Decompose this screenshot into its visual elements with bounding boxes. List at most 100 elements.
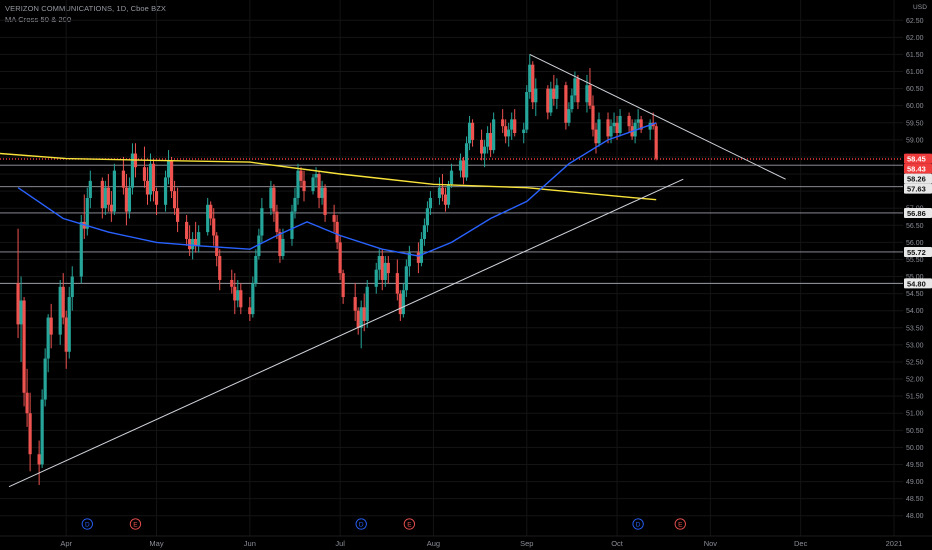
price-tag-box	[904, 153, 932, 164]
candle-body	[218, 256, 222, 280]
candle-body	[257, 235, 261, 257]
price-tick-label: 59.00	[906, 137, 924, 144]
candle-body	[467, 122, 472, 144]
price-tag-box	[904, 163, 932, 174]
candle-body	[254, 256, 258, 284]
price-axis: 48.00 48.50 49.00 49.50 50.00 50.50 51.00 51.50…	[906, 18, 924, 520]
candle-body	[510, 119, 514, 130]
dividend-marker	[355, 518, 367, 530]
candle-body	[19, 300, 23, 325]
price-tag-box	[904, 173, 932, 184]
candle-body	[377, 256, 381, 270]
trendline-descending	[529, 53, 786, 180]
candle-body	[109, 204, 113, 212]
candle-body	[166, 160, 171, 178]
time-tick-label: May	[149, 539, 163, 548]
candle-body	[67, 297, 71, 352]
event-marker-label: E	[407, 521, 412, 528]
price-tick-label: 56.50	[906, 223, 924, 230]
price-tick-label: 51.50	[906, 394, 924, 401]
candle-body	[470, 122, 475, 140]
dividend-marker	[81, 518, 93, 530]
candle-body	[175, 208, 180, 222]
price-tag-box	[904, 183, 932, 194]
candle-body	[85, 197, 89, 229]
candle-body	[489, 133, 493, 151]
price-tick-label: 55.50	[906, 257, 924, 264]
candle-body	[591, 105, 595, 130]
candles	[16, 54, 658, 485]
candle-body	[534, 88, 538, 103]
candle-body	[230, 279, 234, 287]
time-tick-label: Jul	[335, 539, 345, 548]
candle-body	[401, 290, 405, 315]
ma50-line	[17, 122, 657, 257]
candle-body	[251, 283, 255, 315]
candle-body	[522, 129, 526, 134]
earnings-marker	[129, 518, 142, 530]
candle-body	[588, 85, 592, 106]
candle-body	[188, 238, 192, 250]
price-tag-label: 58.26	[907, 175, 926, 184]
candle-body	[124, 187, 129, 212]
candle-body	[194, 238, 198, 246]
price-tag-box	[904, 246, 932, 257]
candle-body	[513, 119, 517, 134]
candle-body	[546, 88, 550, 113]
candle-body	[615, 122, 619, 134]
ma200-line	[0, 152, 657, 201]
candle-body	[25, 392, 29, 414]
candle-body	[597, 119, 601, 144]
price-tick-label: 60.00	[906, 103, 924, 110]
price-tick-label: 62.00	[906, 35, 924, 42]
candle-body	[338, 242, 342, 274]
time-tick-label: Jun	[244, 539, 256, 548]
candle-body	[486, 133, 490, 147]
price-tag-box	[904, 278, 932, 289]
candle-body	[130, 153, 135, 188]
candle-body	[398, 293, 402, 315]
candle-body	[504, 126, 508, 137]
candle-body	[260, 208, 264, 236]
candle-body	[458, 160, 463, 171]
candle-body	[618, 115, 622, 134]
event-marker-label: D	[359, 521, 364, 528]
time-tick-label: Sep	[520, 539, 533, 548]
candle-body	[233, 286, 237, 301]
candle-body	[501, 119, 505, 127]
candle-body	[464, 143, 469, 178]
candle-body	[332, 215, 336, 222]
candle-body	[461, 160, 466, 178]
candle-body	[172, 191, 177, 209]
candle-body	[61, 286, 65, 318]
candle-body	[443, 194, 448, 205]
candle-body	[88, 180, 92, 198]
candle-body	[425, 208, 430, 226]
candle-body	[103, 187, 107, 209]
price-tick-label: 54.00	[906, 308, 924, 315]
price-tick-label: 62.50	[906, 18, 924, 25]
dividend-marker	[632, 518, 644, 530]
candle-body	[576, 78, 580, 103]
candle-body	[197, 232, 201, 246]
candle-body	[22, 300, 26, 393]
candle-body	[212, 218, 216, 236]
candle-body	[437, 187, 442, 198]
candle-body	[359, 307, 363, 328]
candle-body	[555, 85, 559, 99]
candle-body	[419, 238, 423, 263]
candle-body	[480, 139, 484, 154]
indicator-label[interactable]: MA Cross 50 & 200	[5, 15, 72, 24]
event-marker-label: D	[85, 521, 90, 528]
price-tick-label: 59.50	[906, 120, 924, 127]
candle-body	[112, 170, 116, 212]
candle-body	[58, 286, 62, 335]
price-tick-label: 54.50	[906, 291, 924, 298]
price-tag-label: 58.45	[907, 155, 926, 164]
candle-body	[64, 317, 68, 352]
time-tick-label: Apr	[60, 539, 72, 548]
time-axis: Apr May Jun Jul Aug Sep Oct Nov Dec 2021	[0, 535, 932, 548]
candle-body	[169, 160, 174, 192]
candle-body	[49, 317, 53, 335]
